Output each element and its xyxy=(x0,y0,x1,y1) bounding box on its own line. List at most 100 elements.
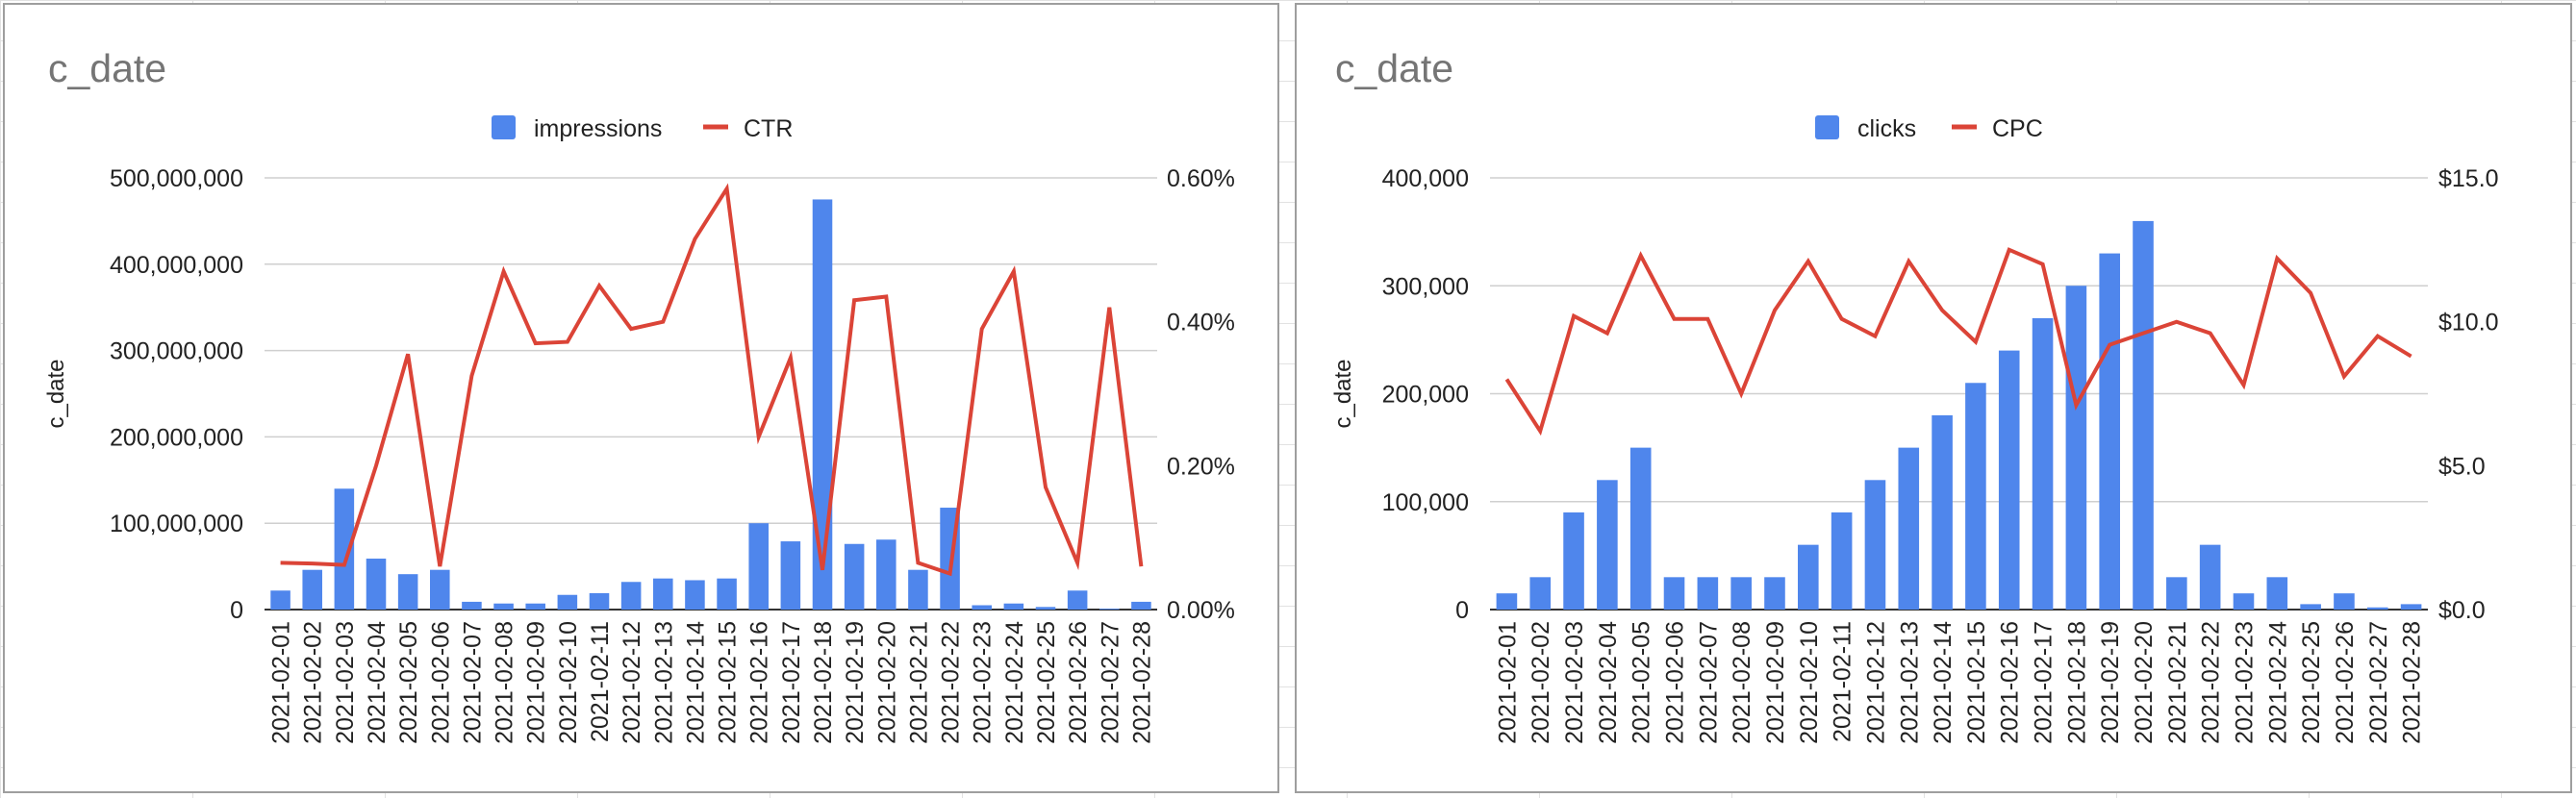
x-axis-tick-label: 2021-02-08 xyxy=(492,621,518,744)
bar-impressions-2021-02-09 xyxy=(525,603,545,610)
bar-clicks-2021-02-03 xyxy=(1563,511,1584,610)
x-axis-tick-label: 2021-02-22 xyxy=(2198,621,2225,744)
right-axis-tick-label: $10.0 xyxy=(2438,310,2499,337)
bar-impressions-2021-02-13 xyxy=(653,578,673,610)
bar-clicks-2021-02-23 xyxy=(2233,593,2255,610)
bar-clicks-2021-02-18 xyxy=(2065,286,2087,610)
bar-clicks-2021-02-10 xyxy=(1798,544,1819,610)
bar-impressions-2021-02-25 xyxy=(1035,607,1056,610)
bar-clicks-2021-02-27 xyxy=(2366,607,2388,610)
bar-impressions-2021-02-07 xyxy=(462,601,482,610)
bar-clicks-2021-02-21 xyxy=(2166,577,2187,610)
bar-impressions-2021-02-20 xyxy=(876,539,897,610)
x-axis-tick-label: 2021-02-05 xyxy=(1629,621,1655,744)
legend-label-clicks: clicks xyxy=(1857,115,1916,142)
left-axis-tick-label: 200,000 xyxy=(1382,382,1469,409)
bar-impressions-2021-02-11 xyxy=(589,592,610,610)
bar-impressions-2021-02-15 xyxy=(717,578,737,610)
x-axis-tick-label: 2021-02-03 xyxy=(1561,621,1588,744)
x-axis-tick-label: 2021-02-22 xyxy=(938,621,965,744)
x-axis-tick-label: 2021-02-02 xyxy=(1528,621,1554,744)
left-axis-tick-label: 400,000,000 xyxy=(110,252,243,279)
bar-clicks-2021-02-05 xyxy=(1629,447,1652,610)
bar-clicks-2021-02-02 xyxy=(1529,577,1552,610)
chart-panel-impressions-ctr[interactable]: c_date impressions CTR 0 100,000,000 200,000,… xyxy=(3,3,1279,793)
x-axis-tick-label: 2021-02-11 xyxy=(1830,621,1856,742)
x-axis-tick-label: 2021-02-15 xyxy=(715,621,742,744)
bar-impressions-2021-02-23 xyxy=(972,605,992,610)
x-axis-tick-label: 2021-02-07 xyxy=(459,621,486,744)
bar-impressions-2021-02-04 xyxy=(366,559,387,610)
x-axis-tick-label: 2021-02-24 xyxy=(1001,621,1028,744)
bar-impressions-2021-02-06 xyxy=(430,569,450,610)
bar-clicks-2021-02-14 xyxy=(1932,414,1953,610)
x-axis-tick-label: 2021-02-23 xyxy=(970,621,997,744)
bar-clicks-2021-02-12 xyxy=(1864,480,1886,610)
x-axis-tick-label: 2021-02-27 xyxy=(2365,621,2392,744)
left-axis-tick-label: 300,000 xyxy=(1382,273,1469,300)
bar-impressions-2021-02-24 xyxy=(1003,603,1024,610)
legend-label-CTR: CTR xyxy=(744,115,793,142)
right-axis-tick-label: 0.20% xyxy=(1167,453,1235,480)
x-axis-tick-label: 2021-02-04 xyxy=(1595,621,1622,744)
x-axis-tick-label: 2021-02-08 xyxy=(1729,621,1755,744)
x-axis-tick-label: 2021-02-24 xyxy=(2264,621,2291,744)
x-axis-tick-label: 2021-02-06 xyxy=(427,621,454,744)
bar-impressions-2021-02-26 xyxy=(1067,590,1088,610)
x-axis-tick-label: 2021-02-19 xyxy=(2097,621,2124,744)
bar-impressions-2021-02-14 xyxy=(685,580,705,610)
bar-impressions-2021-02-19 xyxy=(844,543,865,610)
bar-impressions-2021-02-02 xyxy=(302,569,322,610)
bar-impressions-2021-02-01 xyxy=(270,590,290,610)
x-axis-tick-label: 2021-02-14 xyxy=(682,621,709,744)
bar-impressions-2021-02-12 xyxy=(620,582,642,610)
x-axis-tick-label: 2021-02-02 xyxy=(300,621,327,744)
x-axis-tick-label: 2021-02-11 xyxy=(587,621,614,742)
bar-clicks-2021-02-16 xyxy=(1998,350,2020,610)
bar-clicks-2021-02-04 xyxy=(1597,480,1618,610)
x-axis-tick-label: 2021-02-21 xyxy=(905,621,932,744)
left-axis-tick-label: 100,000,000 xyxy=(110,511,243,537)
bar-impressions-2021-02-21 xyxy=(908,569,928,610)
x-axis-tick-label: 2021-02-17 xyxy=(778,621,805,744)
bar-clicks-2021-02-17 xyxy=(2032,317,2054,610)
legend-swatch-impressions xyxy=(492,115,516,139)
x-axis-tick-label: 2021-02-28 xyxy=(2399,621,2426,744)
x-axis-tick-label: 2021-02-16 xyxy=(746,621,773,744)
bar-impressions-2021-02-17 xyxy=(780,541,801,610)
right-axis-tick-label: 0.60% xyxy=(1167,165,1235,192)
y-axis-label: c_date xyxy=(1330,359,1356,428)
x-axis-tick-label: 2021-02-16 xyxy=(1997,621,2024,744)
bar-clicks-2021-02-08 xyxy=(1730,577,1752,610)
left-axis-tick-label: 0 xyxy=(1455,597,1469,624)
x-axis-tick-label: 2021-02-12 xyxy=(619,621,645,744)
left-axis-tick-label: 300,000,000 xyxy=(110,338,243,365)
x-axis-tick-label: 2021-02-28 xyxy=(1128,621,1155,744)
right-axis-tick-label: $0.0 xyxy=(2438,597,2486,624)
bar-clicks-2021-02-09 xyxy=(1764,577,1785,610)
line-series-CPC xyxy=(1504,247,2412,436)
bar-impressions-2021-02-27 xyxy=(1099,609,1120,610)
x-axis-tick-label: 2021-02-13 xyxy=(650,621,677,744)
left-axis-tick-label: 100,000 xyxy=(1382,489,1469,516)
x-axis-tick-label: 2021-02-07 xyxy=(1695,621,1722,744)
x-axis-tick-label: 2021-02-20 xyxy=(873,621,900,744)
bar-impressions-2021-02-18 xyxy=(812,199,833,610)
bar-clicks-2021-02-28 xyxy=(2400,604,2422,610)
y-axis-label: c_date xyxy=(43,359,69,428)
right-axis-tick-label: $15.0 xyxy=(2438,165,2499,192)
bar-clicks-2021-02-13 xyxy=(1898,447,1920,610)
x-axis-tick-label: 2021-02-23 xyxy=(2231,621,2258,744)
right-axis-tick-label: 0.40% xyxy=(1167,310,1235,337)
x-axis-tick-label: 2021-02-01 xyxy=(268,621,295,744)
legend-label-impressions: impressions xyxy=(534,115,662,142)
bar-impressions-2021-02-03 xyxy=(334,488,355,610)
x-axis-tick-label: 2021-02-13 xyxy=(1896,621,1923,744)
x-axis-tick-label: 2021-02-09 xyxy=(523,621,550,744)
bar-clicks-2021-02-06 xyxy=(1663,577,1685,610)
bar-clicks-2021-02-20 xyxy=(2133,220,2154,610)
left-axis-tick-label: 200,000,000 xyxy=(110,424,243,451)
bar-clicks-2021-02-07 xyxy=(1697,577,1719,610)
chart-panel-clicks-cpc[interactable]: c_date clicks CPC 0 100,000 200,000 300,000 400… xyxy=(1295,3,2572,793)
x-axis-tick-label: 2021-02-10 xyxy=(555,621,582,744)
